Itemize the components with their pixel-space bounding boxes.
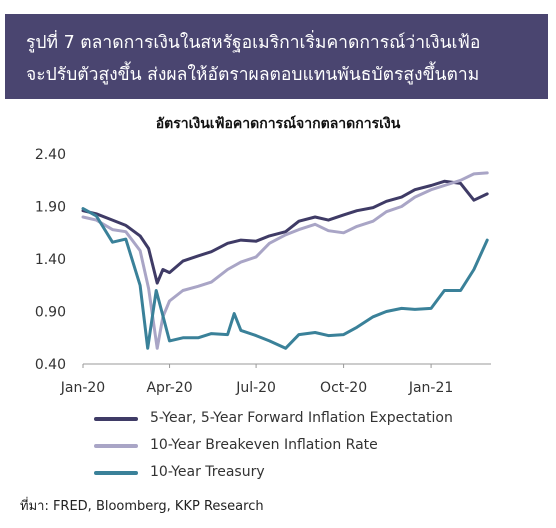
legend-swatch-5y5y: [94, 417, 138, 421]
series-5y5y-forward-line: [81, 179, 489, 285]
y-tick-label: 2.40: [35, 147, 66, 163]
series-10y-treasury-line: [81, 207, 489, 350]
x-tick-label: Apr-20: [146, 380, 192, 396]
y-tick-label: 0.90: [35, 305, 66, 321]
y-tick-label: 0.40: [35, 357, 66, 373]
legend-label-breakeven: 10-Year Breakeven Inflation Rate: [150, 437, 378, 453]
x-tick-label: Jul-20: [235, 380, 276, 396]
x-tick-label: Oct-20: [320, 380, 367, 396]
legend-label-treasury: 10-Year Treasury: [150, 464, 265, 480]
series-10y-breakeven-line: [81, 171, 489, 350]
x-tick-label: Jan-21: [408, 380, 453, 396]
series-layer: [81, 171, 489, 350]
title-banner: รูปที่ 7 ตลาดการเงินในสหรัฐอเมริกาเริ่มค…: [5, 14, 548, 99]
title-line-1: รูปที่ 7 ตลาดการเงินในสหรัฐอเมริกาเริ่มค…: [26, 33, 481, 53]
y-axis: 0.40 0.90 1.40 1.90 2.40: [35, 147, 66, 373]
x-tick-label: Jan-20: [60, 380, 105, 396]
chart-title: อัตราเงินเฟ้อคาดการณ์จากตลาดการเงิน: [155, 116, 401, 132]
legend-swatch-treasury: [94, 471, 138, 475]
line-chart: 0.40 0.90 1.40 1.90 2.40 Jan-20 Apr-20 Jul-20 O…: [35, 147, 491, 396]
source-note: ที่มา: FRED, Bloomberg, KKP Research: [20, 499, 264, 514]
legend-label-5y5y: 5-Year, 5-Year Forward Inflation Expecta…: [150, 410, 453, 426]
title-line-2: จะปรับตัวสูงขึ้น ส่งผลให้อัตราผลตอบแทนพั…: [26, 65, 480, 85]
legend-swatch-breakeven: [94, 444, 138, 448]
y-tick-label: 1.90: [35, 200, 66, 216]
x-axis: Jan-20 Apr-20 Jul-20 Oct-20 Jan-21: [60, 363, 491, 396]
y-tick-label: 1.40: [35, 252, 66, 268]
